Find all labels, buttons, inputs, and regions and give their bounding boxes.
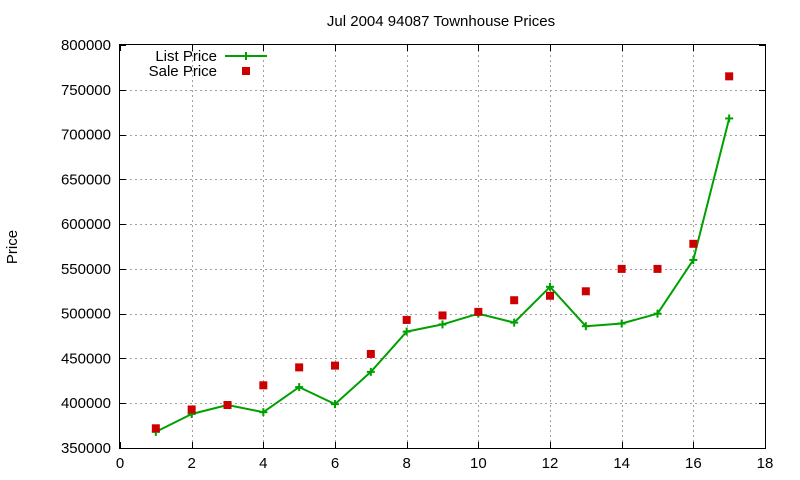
y-tick-label: 800000 — [61, 37, 111, 54]
sale-price-point — [402, 315, 411, 324]
sale-price-point — [331, 361, 339, 370]
y-tick-label: 700000 — [61, 127, 111, 144]
y-tick-label: 750000 — [61, 82, 111, 99]
x-tick-label: 8 — [402, 455, 410, 472]
sale-price-point — [689, 239, 698, 248]
list-price-point — [259, 408, 268, 417]
sale-price-point — [653, 264, 662, 273]
sale-price-point — [438, 311, 447, 320]
legend-label-sale-price: Sale Price — [149, 63, 217, 80]
legend-marker-sale-price — [242, 67, 250, 75]
sale-price-point — [187, 405, 196, 414]
sale-price-point — [581, 287, 590, 296]
sale-price-point — [617, 264, 626, 273]
sale-price-point — [295, 363, 304, 372]
y-tick-label: 450000 — [61, 350, 111, 367]
list-price-point — [546, 282, 554, 291]
y-tick-label: 650000 — [61, 171, 111, 188]
chart-title: Jul 2004 94087 Townhouse Prices — [327, 13, 555, 30]
sale-price-point — [510, 296, 519, 305]
list-price-point — [331, 400, 339, 409]
list-price-point — [581, 322, 590, 331]
x-tick-label: 16 — [685, 455, 702, 472]
legend: List Price Sale Price — [149, 48, 267, 80]
x-tick-label: 4 — [259, 455, 267, 472]
list-price-point — [653, 309, 662, 318]
list-price-line — [155, 118, 731, 433]
x-tick-label: 12 — [542, 455, 559, 472]
list-price-point — [689, 255, 698, 264]
plot-series — [151, 72, 734, 436]
y-axis-label: Price — [4, 230, 21, 264]
sale-price-point — [223, 401, 232, 410]
y-tick-label: 550000 — [61, 261, 111, 278]
list-price-point — [617, 319, 626, 328]
legend-marker-list-price — [242, 52, 250, 60]
legend-cross — [242, 52, 250, 60]
y-tick-label: 400000 — [61, 395, 111, 412]
sale-price-point — [725, 72, 734, 81]
sale-price-point — [259, 381, 268, 390]
plot-frame — [119, 44, 766, 449]
x-tick-label: 2 — [187, 455, 195, 472]
list-price-point — [402, 327, 411, 336]
list-price-point — [725, 114, 734, 123]
y-tick-label: 500000 — [61, 306, 111, 323]
y-tick-label: 600000 — [61, 216, 111, 233]
list-price-point — [366, 367, 375, 376]
x-tick-label: 18 — [757, 455, 774, 472]
y-tick-label: 350000 — [61, 440, 111, 457]
sale-price-point — [546, 291, 554, 300]
sale-price-point — [366, 349, 375, 358]
list-price-point — [438, 320, 447, 329]
axis-ticks — [120, 45, 766, 449]
sale-price-point — [151, 424, 160, 433]
tick-labels: 0 2 4 6 8 10 12 14 16 18 350000 400000 450000 500000 5… — [61, 37, 773, 472]
legend-label-list-price: List Price — [155, 48, 217, 65]
x-tick-label: 10 — [470, 455, 487, 472]
x-tick-label: 6 — [331, 455, 339, 472]
grid-lines — [120, 45, 765, 448]
x-tick-label: 0 — [116, 455, 124, 472]
sale-price-point — [474, 307, 483, 316]
x-tick-label: 14 — [613, 455, 630, 472]
list-price-point — [510, 318, 519, 327]
list-price-point — [295, 383, 304, 392]
